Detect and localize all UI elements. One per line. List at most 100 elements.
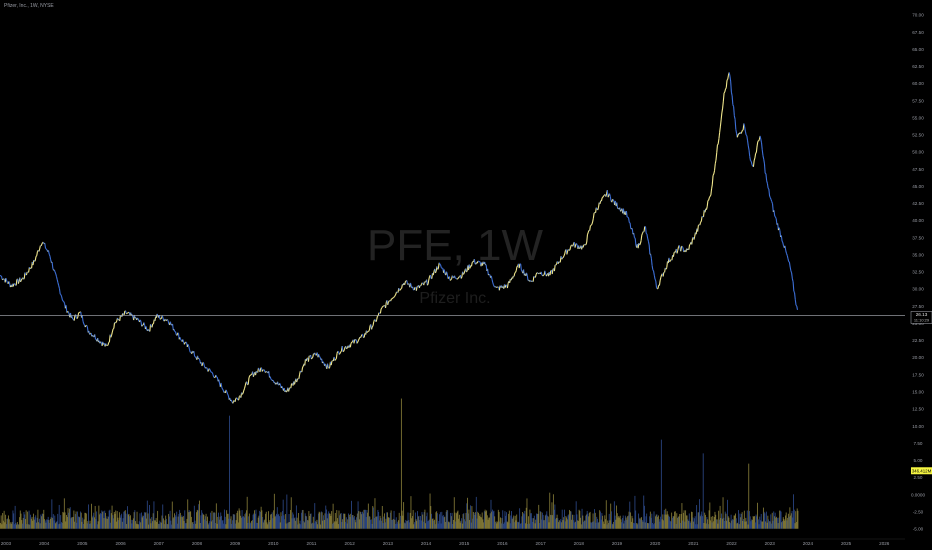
volume-bar xyxy=(629,501,631,529)
volume-bar xyxy=(36,517,38,529)
volume-bar xyxy=(740,517,742,529)
price-segment xyxy=(700,216,703,222)
price-segment xyxy=(149,324,152,332)
volume-bar xyxy=(5,514,7,529)
price-segment xyxy=(788,261,791,268)
volume-bar xyxy=(20,513,22,529)
volume-bar xyxy=(565,516,567,529)
volume-bar xyxy=(406,521,407,529)
volume-bar xyxy=(118,512,120,529)
volume-bar xyxy=(370,519,372,529)
volume-bar xyxy=(342,519,344,529)
volume-bar xyxy=(312,522,313,529)
price-segment xyxy=(34,260,36,262)
price-segment xyxy=(311,356,314,359)
price-segment xyxy=(360,334,363,337)
time-axis[interactable]: 2003 2004 2005 2006 2007 2008 2009 2010 2011 2012… xyxy=(0,538,905,546)
price-segment xyxy=(169,321,172,325)
price-segment xyxy=(165,319,168,322)
price-segment xyxy=(51,262,54,269)
volume-bar xyxy=(464,519,465,529)
volume-bar xyxy=(14,505,16,529)
price-segment xyxy=(722,101,724,109)
volume-bar xyxy=(190,511,192,529)
volume-bar xyxy=(364,509,366,529)
volume-bar xyxy=(52,514,54,529)
price-segment xyxy=(717,138,720,144)
price-segment xyxy=(655,280,658,288)
volume-bar xyxy=(456,513,457,529)
volume-bar xyxy=(309,513,311,529)
volume-bar xyxy=(457,510,459,529)
volume-bar xyxy=(397,521,399,529)
volume-bar xyxy=(59,523,61,529)
volume-bar xyxy=(218,512,219,529)
volume-bar xyxy=(677,517,678,529)
volume-bar xyxy=(306,520,308,529)
volume-bar xyxy=(12,510,14,529)
price-segment xyxy=(542,274,544,277)
volume-bar xyxy=(97,521,99,529)
volume-bar xyxy=(477,511,479,529)
volume-bar xyxy=(616,513,618,529)
price-segment xyxy=(244,385,246,389)
price-segment xyxy=(39,245,41,250)
volume-bar xyxy=(655,516,656,529)
volume-bar xyxy=(208,522,210,529)
volume-bar xyxy=(31,516,33,529)
volume-bar xyxy=(742,521,744,529)
price-axis[interactable]: 70.0067.5065.0062.5060.0057.5055.0052.50… xyxy=(911,13,925,532)
price-segment xyxy=(247,377,250,385)
volume-bar xyxy=(691,511,692,529)
volume-bar xyxy=(738,510,739,529)
volume-bar xyxy=(659,521,661,529)
volume-bar xyxy=(732,519,734,529)
volume-bar xyxy=(174,515,176,529)
volume-tag-value: 346.412M xyxy=(912,468,932,473)
volume-bar xyxy=(486,515,488,529)
volume-bar xyxy=(340,513,342,529)
volume-bar xyxy=(354,519,356,529)
time-tick-label: 2019 xyxy=(612,541,623,546)
volume-bar xyxy=(23,512,25,529)
volume-bar xyxy=(152,521,153,529)
price-segment xyxy=(625,210,628,218)
volume-bar xyxy=(222,520,224,529)
volume-bar xyxy=(396,523,398,529)
volume-bar xyxy=(578,509,580,529)
volume-bar xyxy=(39,523,41,529)
volume-bar xyxy=(328,513,330,529)
volume-bar xyxy=(671,517,673,529)
volume-bar xyxy=(186,518,188,529)
volume-bar xyxy=(57,513,59,529)
volume-bar xyxy=(179,512,181,529)
volume-bar xyxy=(121,521,123,529)
volume-bar xyxy=(173,517,175,529)
price-tick-label: 12.50 xyxy=(912,407,924,412)
price-segment xyxy=(445,271,448,274)
price-segment xyxy=(202,362,205,366)
volume-bar xyxy=(72,516,74,529)
time-tick-label: 2024 xyxy=(803,541,814,546)
volume-bar xyxy=(767,515,769,529)
volume-bar xyxy=(359,511,361,529)
volume-bar xyxy=(651,513,653,529)
volume-bar xyxy=(333,522,335,529)
volume-bar xyxy=(281,510,283,529)
volume-bar xyxy=(69,507,71,529)
volume-bar xyxy=(599,510,601,529)
price-segment xyxy=(721,108,724,114)
price-segment xyxy=(235,397,237,400)
volume-bar xyxy=(129,515,131,529)
price-segment xyxy=(269,376,272,380)
volume-bar xyxy=(718,510,720,529)
volume-bar xyxy=(539,511,541,529)
price-segment xyxy=(201,363,204,367)
volume-bar xyxy=(484,509,486,529)
price-segment xyxy=(763,159,765,164)
volume-bar xyxy=(82,517,84,529)
volume-bar xyxy=(362,511,363,529)
price-segment xyxy=(751,164,754,167)
volume-bar xyxy=(248,516,250,529)
